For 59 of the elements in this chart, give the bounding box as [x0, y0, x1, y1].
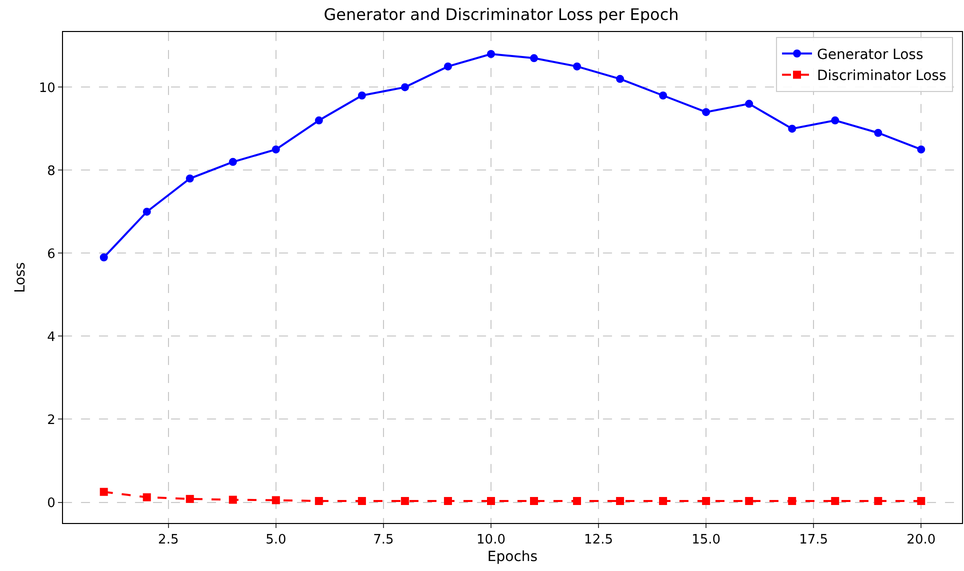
point: [444, 62, 452, 70]
y-tick-label: 8: [47, 164, 56, 179]
point: [917, 145, 926, 154]
point: [745, 497, 754, 505]
point: [702, 497, 710, 505]
point: [702, 108, 710, 116]
point: [530, 497, 538, 505]
point: [530, 54, 538, 62]
point: [486, 497, 495, 505]
y-axis-title: Loss: [12, 262, 28, 293]
point: [100, 253, 108, 262]
point: [186, 494, 194, 503]
point: [874, 497, 882, 505]
point: [400, 497, 409, 505]
point: [358, 497, 366, 505]
point: [142, 493, 151, 502]
legend-label: Generator Loss: [817, 46, 924, 63]
point: [272, 145, 280, 154]
point: [400, 83, 409, 92]
y-tick-label: 6: [47, 246, 56, 262]
point: [659, 92, 668, 100]
point: [874, 128, 882, 137]
x-tick-label: 2.5: [158, 532, 179, 548]
point: [314, 116, 323, 124]
point: [573, 62, 582, 70]
point: [228, 496, 237, 504]
x-axis-title: Epochs: [487, 548, 538, 565]
point: [788, 124, 796, 133]
point: [745, 100, 754, 108]
x-tick-label: 5.0: [266, 532, 286, 548]
point: [314, 497, 323, 505]
point: [100, 488, 108, 496]
chart-title: Generator and Discriminator Loss per Epoch: [324, 4, 679, 24]
x-tick-label: 10.0: [476, 532, 506, 548]
point: [272, 496, 280, 504]
point: [831, 116, 840, 124]
point: [228, 158, 237, 166]
x-tick-label: 15.0: [692, 532, 721, 548]
legend-label: Discriminator Loss: [817, 68, 946, 84]
y-tick-label: 0: [47, 496, 56, 511]
point: [142, 208, 151, 216]
y-tick-label: 2: [47, 412, 56, 428]
x-tick-label: 17.5: [799, 532, 828, 548]
point: [917, 497, 926, 505]
point: [444, 497, 452, 505]
point: [486, 50, 495, 58]
point: [186, 174, 194, 183]
y-tick-label: 4: [47, 330, 56, 345]
point: [616, 497, 624, 505]
x-tick-label: 7.5: [373, 532, 394, 548]
y-tick-label: 10: [38, 80, 56, 96]
point: [659, 497, 668, 505]
point: [573, 497, 582, 505]
x-tick-label: 12.5: [584, 532, 614, 548]
point: [788, 497, 796, 505]
x-tick-label: 20.0: [906, 532, 936, 548]
point: [616, 74, 624, 83]
point: [358, 92, 366, 100]
point: [831, 497, 840, 505]
